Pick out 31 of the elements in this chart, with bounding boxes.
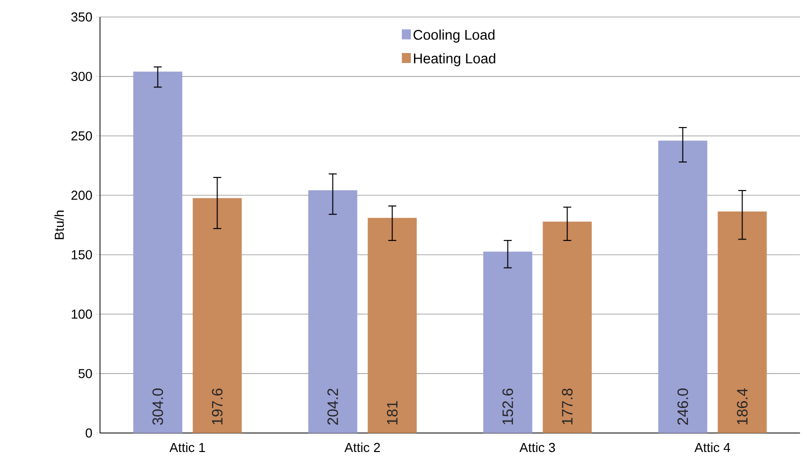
- bar: [368, 218, 417, 433]
- data-label: 204.2: [327, 388, 338, 425]
- y-tick-label: 250: [71, 131, 92, 140]
- y-tick-label: 200: [71, 190, 92, 200]
- y-axis-title: Btu/h: [54, 210, 64, 240]
- legend-label: Heating Load: [414, 53, 496, 66]
- y-tick-label: 350: [71, 12, 92, 22]
- bar: [542, 222, 592, 433]
- bar: [133, 72, 182, 433]
- bar: [483, 252, 532, 433]
- x-tick-label: Attic 2: [344, 442, 380, 452]
- y-tick-label: 100: [72, 310, 92, 319]
- bar: [308, 190, 358, 433]
- x-tick-label: Attic 3: [519, 442, 555, 452]
- y-tick-label: 0: [86, 428, 92, 438]
- data-label: 197.6: [212, 388, 223, 424]
- legend-label: Cooling Load: [414, 30, 494, 43]
- data-label: 246.0: [677, 388, 688, 425]
- y-tick-label: 300: [71, 72, 92, 82]
- y-tick-label: 50: [78, 368, 92, 378]
- x-tick-label: Attic 1: [169, 442, 205, 452]
- data-label: 186.4: [736, 388, 748, 424]
- data-label: 152.6: [502, 388, 514, 424]
- bar: [658, 140, 708, 433]
- bar: [718, 211, 767, 433]
- bar: [192, 198, 242, 433]
- data-label: 177.8: [562, 388, 573, 424]
- data-label: 304.0: [152, 388, 164, 425]
- data-label: 181: [386, 401, 398, 424]
- x-tick-label: Attic 4: [694, 442, 730, 452]
- y-tick-label: 150: [72, 250, 92, 260]
